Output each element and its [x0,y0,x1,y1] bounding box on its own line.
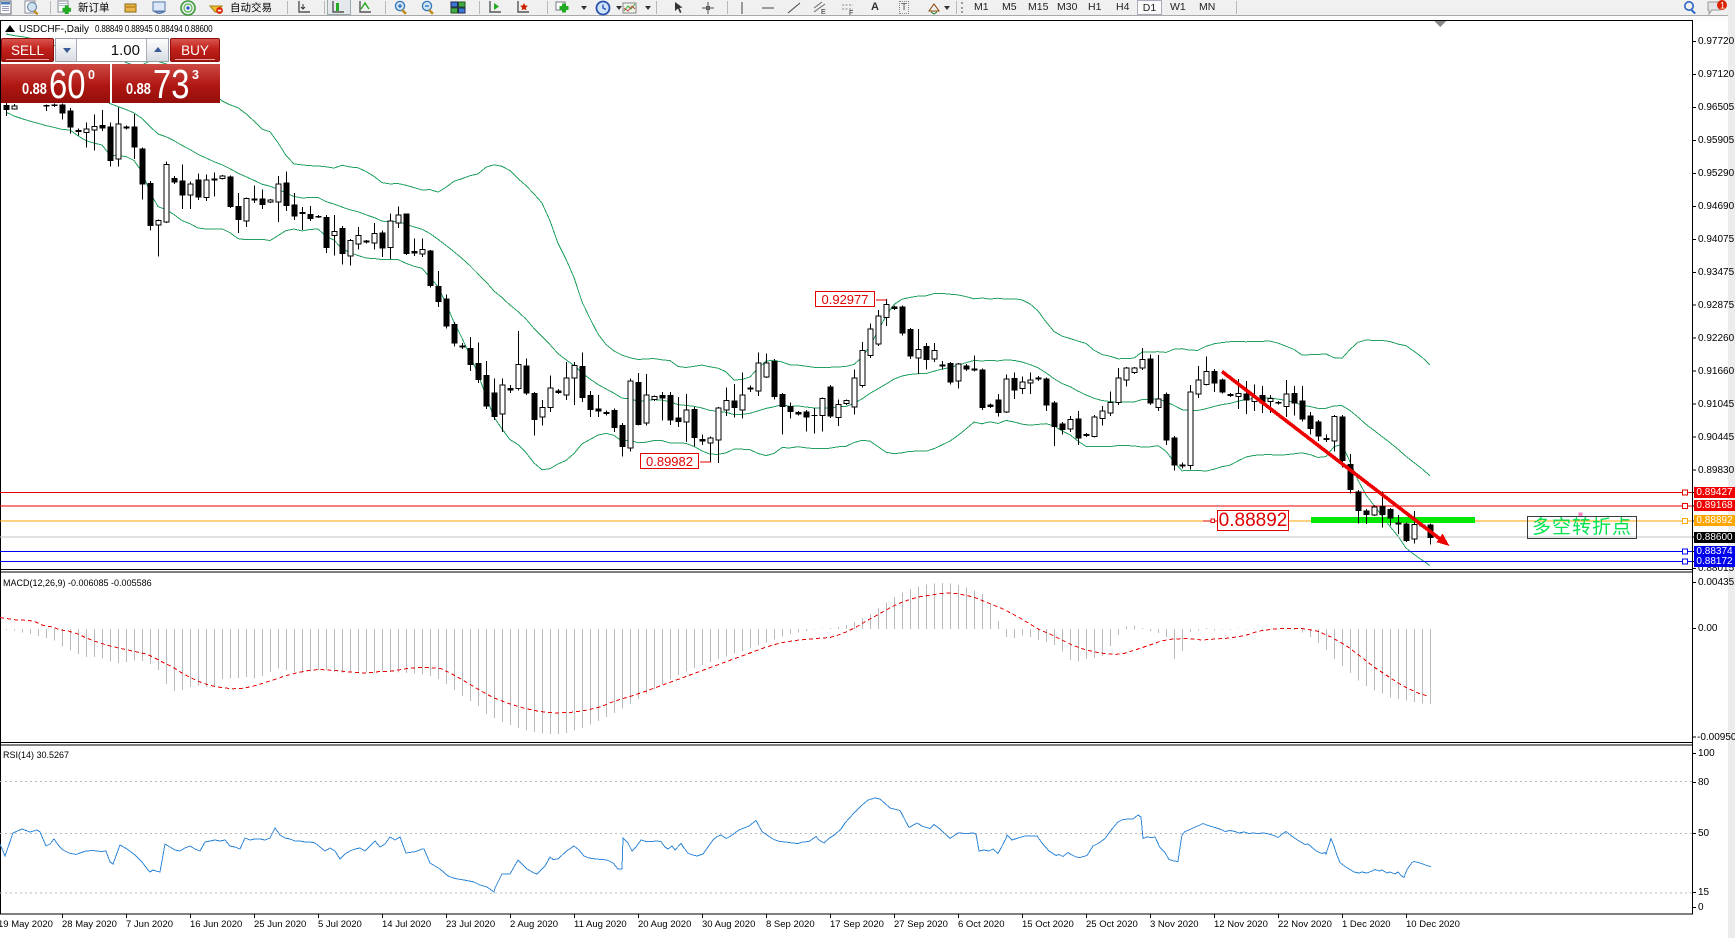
svg-text:1: 1 [1720,0,1725,10]
svg-text:F: F [849,10,853,16]
svg-text:E: E [821,9,826,16]
